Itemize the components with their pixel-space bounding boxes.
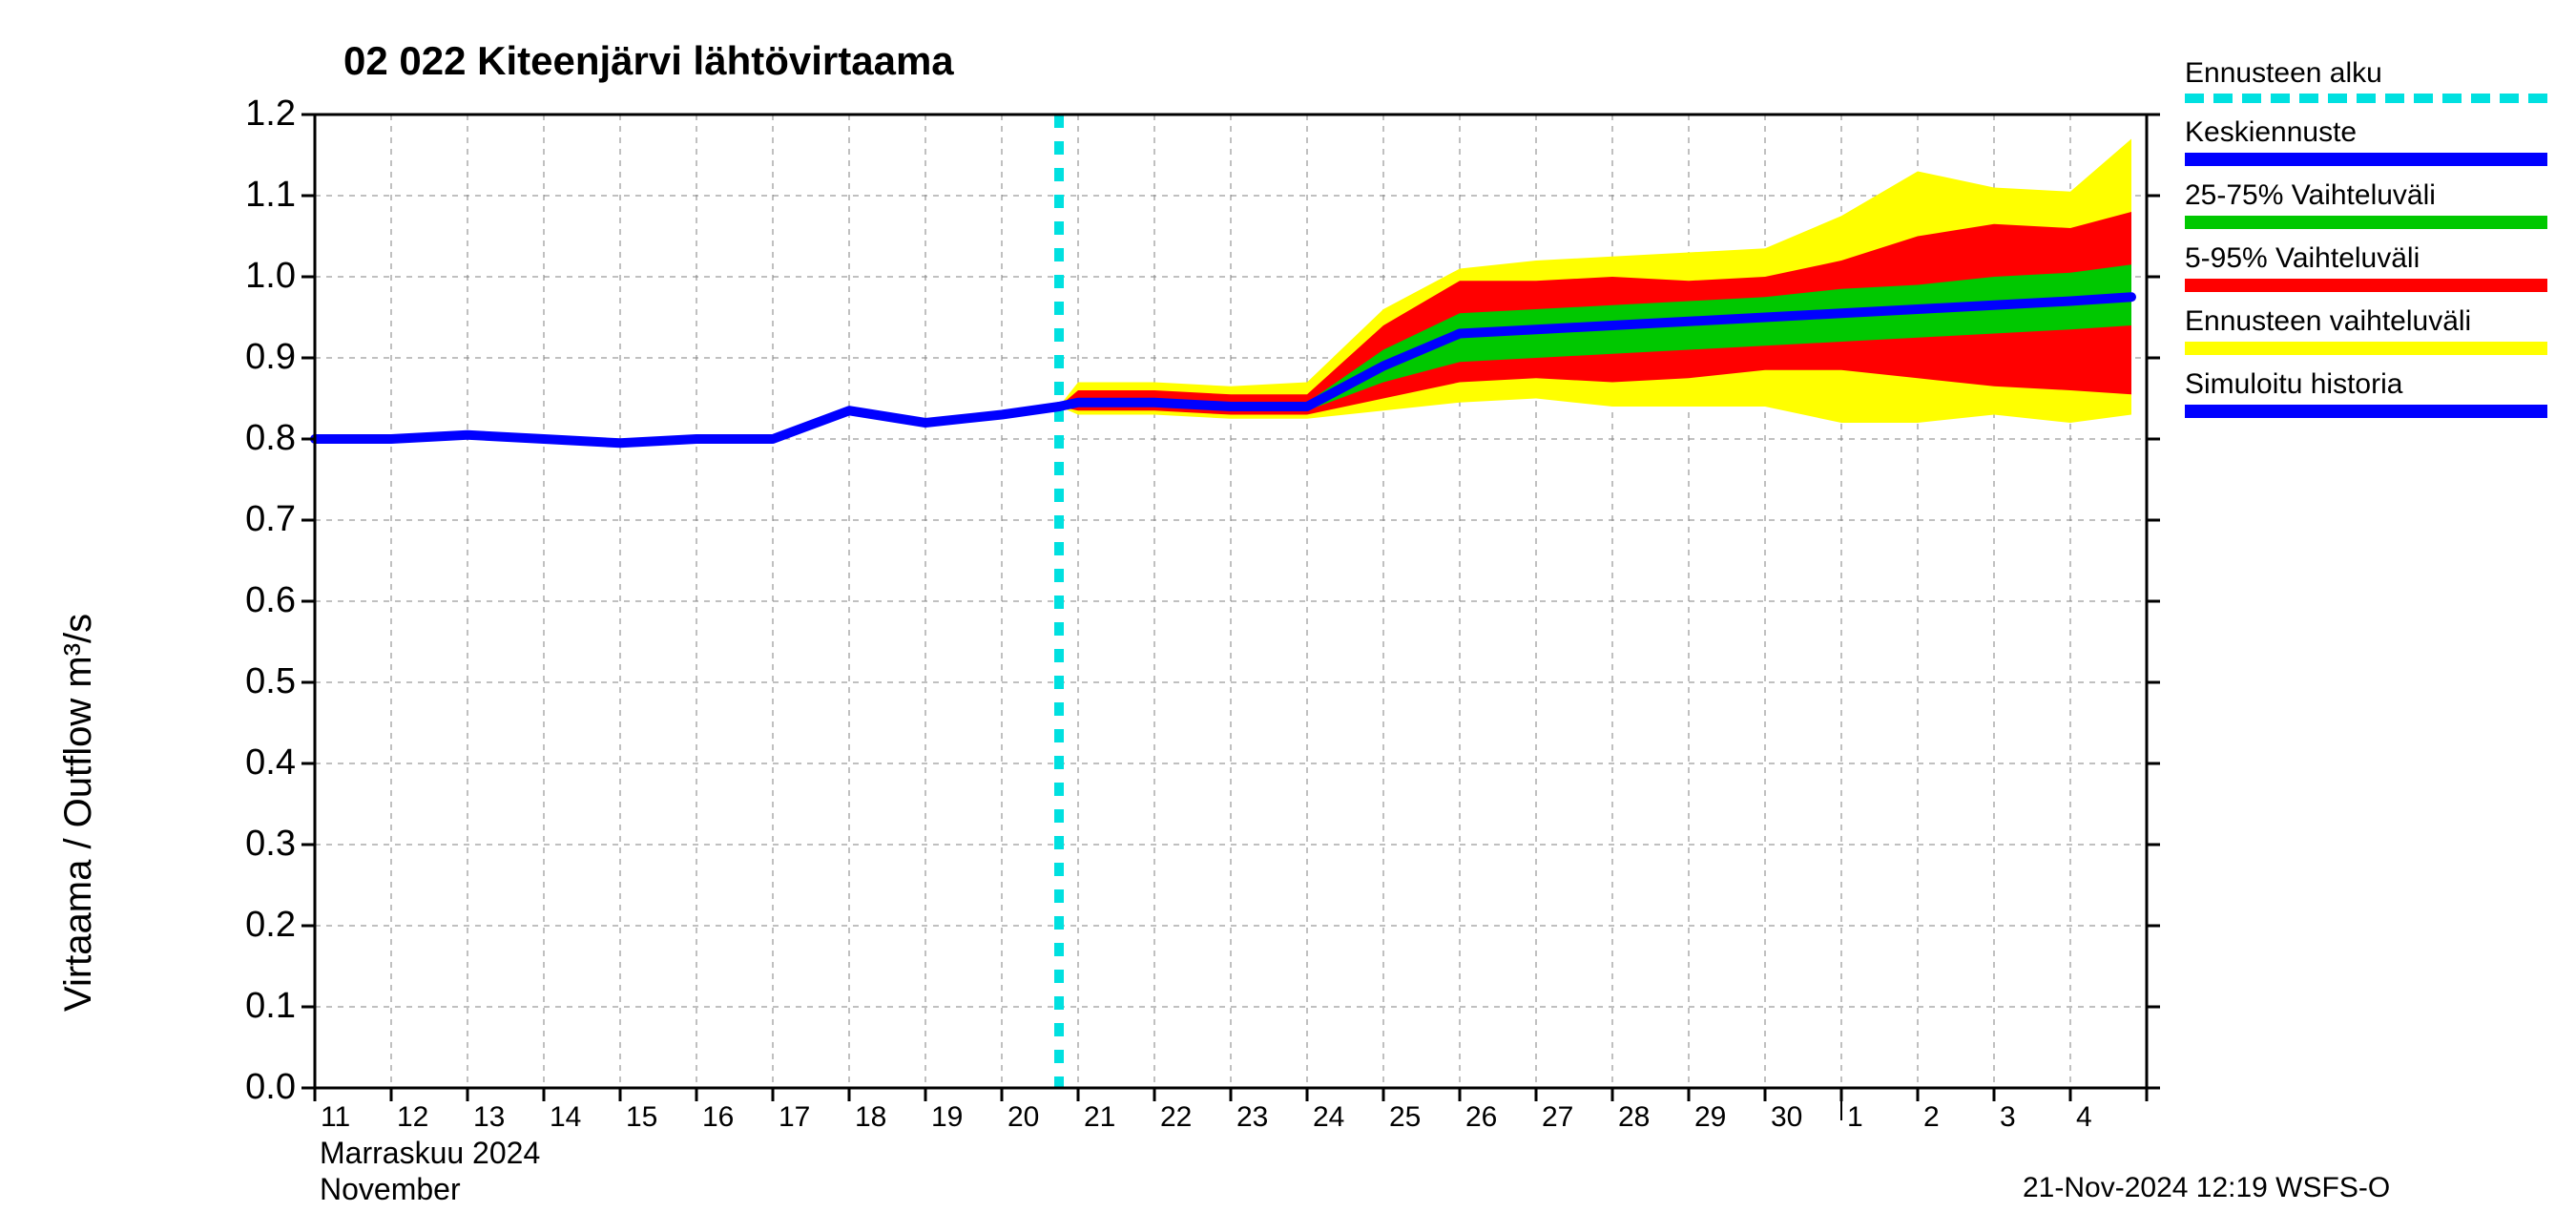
x-tick-label: 24 xyxy=(1313,1101,1370,1134)
legend-label: Simuloitu historia xyxy=(2185,368,2547,401)
timestamp-label: 21-Nov-2024 12:19 WSFS-O xyxy=(2023,1172,2390,1204)
legend-swatch xyxy=(2185,405,2547,418)
y-tick-label: 0.2 xyxy=(200,905,296,946)
y-tick-label: 0.0 xyxy=(200,1067,296,1108)
x-tick-label: 25 xyxy=(1389,1101,1446,1134)
legend-label: Ennusteen vaihteluväli xyxy=(2185,305,2547,338)
y-tick-label: 1.1 xyxy=(200,175,296,216)
x-tick-label: 17 xyxy=(779,1101,836,1134)
x-tick-label: 14 xyxy=(550,1101,607,1134)
legend-swatch xyxy=(2185,279,2547,292)
legend-item: Ennusteen vaihteluväli xyxy=(2185,305,2547,355)
x-tick-label: 16 xyxy=(702,1101,759,1134)
x-tick-label: 26 xyxy=(1465,1101,1523,1134)
legend-label: Keskiennuste xyxy=(2185,116,2547,149)
x-tick-label: 12 xyxy=(397,1101,454,1134)
x-tick-label: 23 xyxy=(1236,1101,1294,1134)
x-tick-label: 3 xyxy=(2000,1101,2057,1134)
legend-swatch xyxy=(2185,153,2547,166)
x-tick-label: 15 xyxy=(626,1101,683,1134)
x-tick-label: 20 xyxy=(1008,1101,1065,1134)
legend-item: 25-75% Vaihteluväli xyxy=(2185,179,2547,229)
y-tick-label: 0.4 xyxy=(200,742,296,784)
legend-label: 5-95% Vaihteluväli xyxy=(2185,242,2547,275)
legend-label: 25-75% Vaihteluväli xyxy=(2185,179,2547,212)
y-tick-label: 0.8 xyxy=(200,418,296,459)
x-tick-label: 13 xyxy=(473,1101,530,1134)
x-tick-label: 29 xyxy=(1694,1101,1752,1134)
legend: Ennusteen alku Keskiennuste 25-75% Vaihtel… xyxy=(2185,57,2547,431)
y-tick-label: 0.9 xyxy=(200,337,296,378)
legend-item: Ennusteen alku xyxy=(2185,57,2547,103)
y-tick-label: 0.1 xyxy=(200,986,296,1027)
legend-swatch xyxy=(2185,342,2547,355)
legend-swatch xyxy=(2185,94,2547,103)
x-tick-label: 28 xyxy=(1618,1101,1675,1134)
legend-swatch xyxy=(2185,216,2547,229)
x-tick-label: 19 xyxy=(931,1101,988,1134)
x-tick-label: 18 xyxy=(855,1101,912,1134)
y-tick-label: 0.6 xyxy=(200,580,296,621)
x-tick-label: 1 xyxy=(1847,1101,1904,1134)
x-tick-label: 4 xyxy=(2076,1101,2133,1134)
y-tick-label: 0.7 xyxy=(200,499,296,540)
y-tick-label: 0.5 xyxy=(200,661,296,702)
x-tick-label: 21 xyxy=(1084,1101,1141,1134)
history-line xyxy=(315,407,1059,443)
y-tick-label: 0.3 xyxy=(200,824,296,865)
x-tick-label: 27 xyxy=(1542,1101,1599,1134)
legend-item: 5-95% Vaihteluväli xyxy=(2185,242,2547,292)
x-tick-label: 2 xyxy=(1923,1101,1981,1134)
legend-item: Keskiennuste xyxy=(2185,116,2547,166)
y-tick-label: 1.0 xyxy=(200,256,296,297)
legend-item: Simuloitu historia xyxy=(2185,368,2547,418)
month-label-en: November xyxy=(320,1172,461,1207)
x-tick-label: 22 xyxy=(1160,1101,1217,1134)
legend-label: Ennusteen alku xyxy=(2185,57,2547,90)
x-tick-label: 30 xyxy=(1771,1101,1828,1134)
month-label-fi: Marraskuu 2024 xyxy=(320,1136,540,1171)
x-tick-label: 11 xyxy=(321,1101,378,1134)
chart-canvas: 02 022 Kiteenjärvi lähtövirtaama Virtaam… xyxy=(0,0,2576,1212)
y-tick-label: 1.2 xyxy=(200,94,296,135)
